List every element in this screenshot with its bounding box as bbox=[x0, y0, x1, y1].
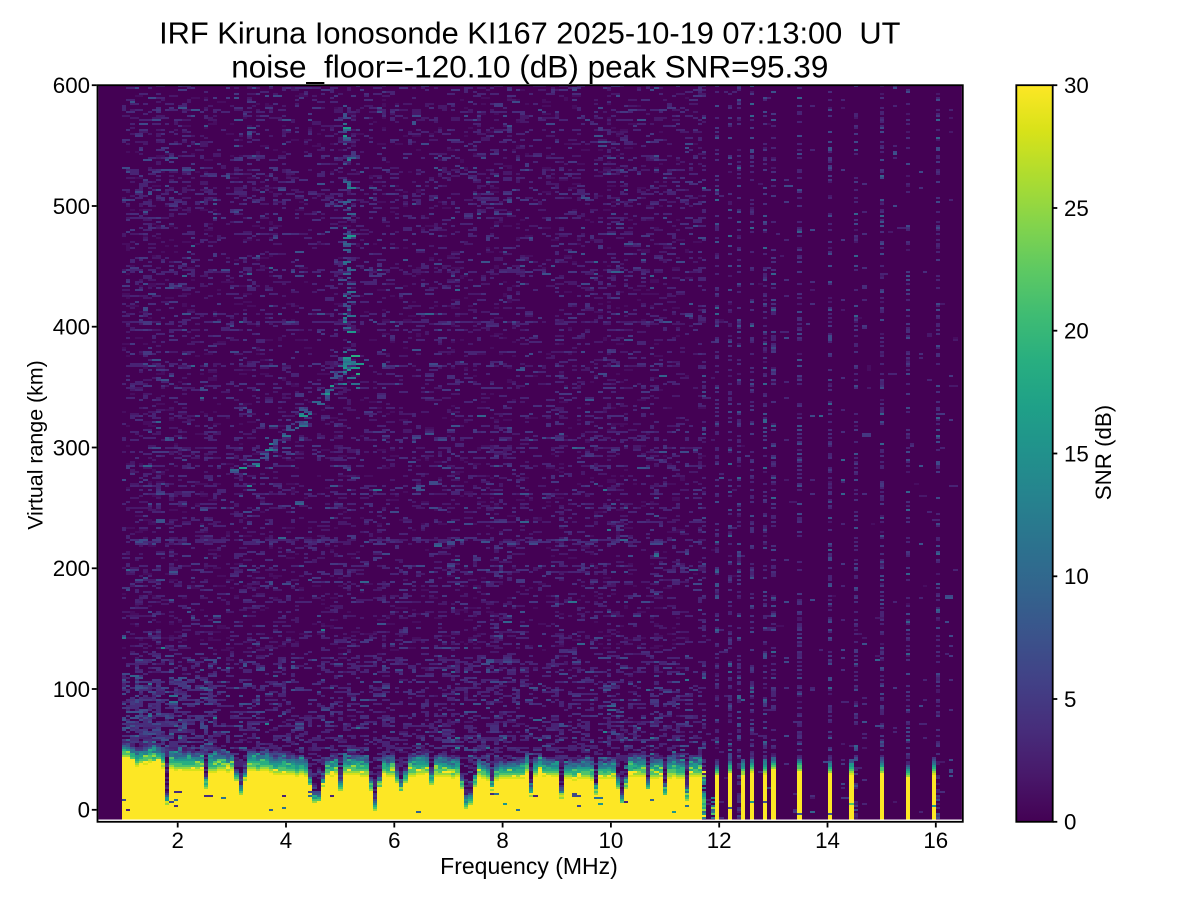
svg-text:20: 20 bbox=[1064, 319, 1089, 344]
svg-text:0: 0 bbox=[1064, 810, 1076, 835]
svg-text:SNR (dB): SNR (dB) bbox=[1091, 405, 1116, 500]
svg-text:15: 15 bbox=[1064, 441, 1089, 466]
svg-text:5: 5 bbox=[1064, 687, 1076, 712]
svg-text:2: 2 bbox=[171, 828, 183, 853]
svg-text:400: 400 bbox=[53, 315, 90, 340]
svg-text:500: 500 bbox=[53, 194, 90, 219]
svg-text:Virtual range (km): Virtual range (km) bbox=[24, 360, 48, 530]
svg-text:25: 25 bbox=[1064, 196, 1089, 221]
svg-text:200: 200 bbox=[53, 556, 90, 581]
svg-text:30: 30 bbox=[1064, 73, 1089, 98]
svg-text:10: 10 bbox=[598, 828, 623, 853]
svg-text:Frequency (MHz): Frequency (MHz) bbox=[440, 853, 618, 879]
svg-text:16: 16 bbox=[923, 828, 948, 853]
svg-text:300: 300 bbox=[53, 435, 90, 460]
svg-text:100: 100 bbox=[53, 677, 90, 702]
svg-text:8: 8 bbox=[496, 828, 508, 853]
svg-text:10: 10 bbox=[1064, 564, 1089, 589]
svg-text:IRF Kiruna Ionosonde KI167 202: IRF Kiruna Ionosonde KI167 2025-10-19 07… bbox=[159, 16, 901, 51]
svg-text:600: 600 bbox=[53, 73, 90, 98]
svg-text:6: 6 bbox=[388, 828, 400, 853]
svg-text:noise_floor=-120.10 (dB) peak: noise_floor=-120.10 (dB) peak SNR=95.39 bbox=[231, 49, 828, 85]
svg-text:12: 12 bbox=[707, 828, 732, 853]
svg-text:14: 14 bbox=[815, 828, 840, 853]
svg-text:4: 4 bbox=[280, 828, 292, 853]
svg-text:0: 0 bbox=[78, 798, 90, 823]
